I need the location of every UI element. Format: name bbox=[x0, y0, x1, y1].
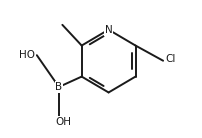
Text: B: B bbox=[55, 82, 62, 92]
Text: OH: OH bbox=[55, 117, 71, 127]
Text: HO: HO bbox=[19, 50, 35, 60]
Text: N: N bbox=[105, 25, 113, 35]
Text: Cl: Cl bbox=[166, 54, 176, 64]
